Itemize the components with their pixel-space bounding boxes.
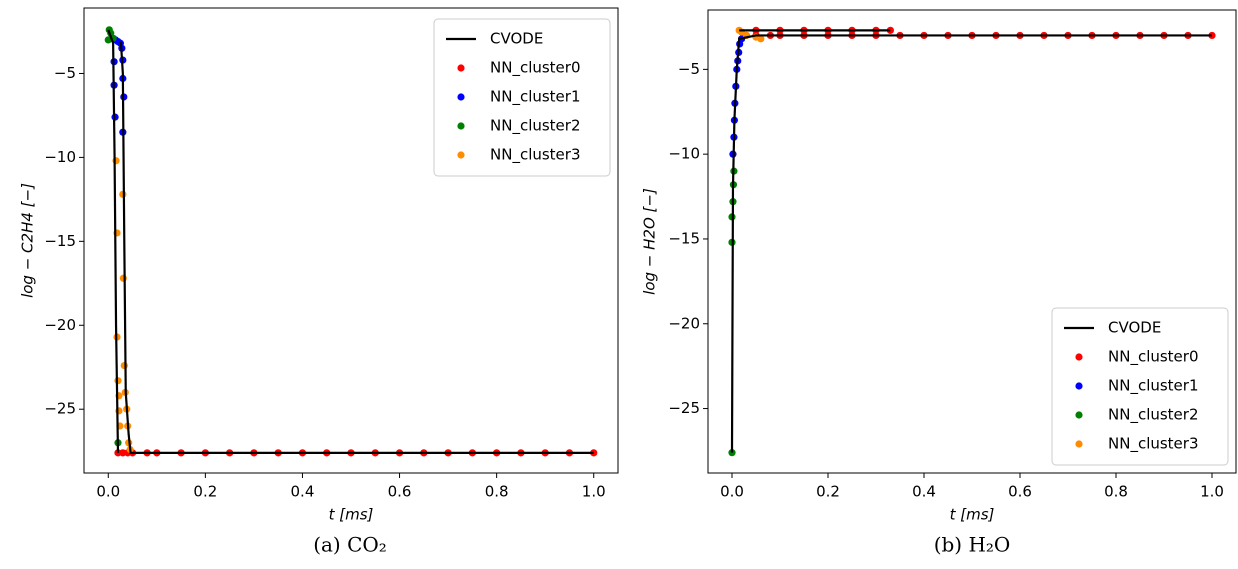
legend-label: NN_cluster0: [490, 59, 581, 78]
legend-label: CVODE: [490, 30, 543, 48]
legend-swatch: [1075, 353, 1083, 361]
legend-swatch: [457, 122, 465, 130]
y-tick-label: −15: [44, 232, 76, 250]
legend-label: CVODE: [1108, 319, 1161, 337]
legend-swatch: [1075, 382, 1083, 390]
legend-label: NN_cluster0: [1108, 348, 1199, 367]
subplot: 0.0 0.2 0.4 0.6 0.8 1.0 −25 −20 −15 −10 −5 t [ms] lo…: [19, 7, 619, 557]
legend-swatch: [457, 151, 465, 159]
legend-label: NN_cluster2: [1108, 406, 1199, 425]
x-tick-label: 0.0: [96, 483, 120, 501]
subplot: 0.0 0.2 0.4 0.6 0.8 1.0 −25 −20 −15 −10 −5 t [ms] lo…: [641, 9, 1237, 557]
plot-area: [104, 26, 598, 457]
line: [107, 29, 594, 454]
y-tick-label: −15: [668, 229, 700, 247]
y-tick-label: −5: [54, 64, 76, 82]
y-tick-label: −20: [668, 314, 700, 332]
x-tick-label: 0.0: [720, 483, 744, 501]
y-axis-label: log − C2H4 [−]: [19, 183, 37, 298]
x-axis-label: t [ms]: [950, 506, 995, 524]
y-tick-label: −25: [668, 399, 700, 417]
x-tick-label: 0.6: [388, 483, 412, 501]
legend: CVODE NN_cluster0 NN_cluster1 NN_cluster2 NN…: [1051, 307, 1229, 466]
legend-frame: [433, 18, 611, 177]
point: [119, 274, 127, 282]
x-axis-label: t [ms]: [329, 506, 374, 524]
x-tick-label: 0.8: [485, 483, 509, 501]
y-tick-label: −10: [44, 148, 76, 166]
axes-frame: [707, 9, 1237, 474]
legend-swatch: [1075, 411, 1083, 419]
line: [730, 29, 1212, 453]
x-tick-label: 0.4: [291, 483, 315, 501]
x-tick-label: 1.0: [1200, 483, 1224, 501]
caption: (b) H₂O: [934, 533, 1011, 557]
legend-label: NN_cluster1: [490, 88, 581, 107]
point: [757, 35, 765, 43]
plot-area: [728, 26, 1216, 457]
y-axis-label: log − H2O [−]: [641, 188, 659, 295]
x-tick-label: 0.2: [193, 483, 217, 501]
y-tick-label: −25: [44, 400, 76, 418]
y-tick-label: −5: [678, 60, 700, 78]
legend-swatch: [457, 93, 465, 101]
legend-label: NN_cluster1: [1108, 377, 1199, 396]
x-tick-label: 0.6: [1008, 483, 1032, 501]
legend-label: NN_cluster2: [490, 117, 581, 136]
legend-label: NN_cluster3: [1108, 435, 1199, 454]
legend-label: NN_cluster3: [490, 146, 581, 165]
legend-frame: [1051, 307, 1229, 466]
legend: CVODE NN_cluster0 NN_cluster1 NN_cluster2 NN…: [433, 18, 611, 177]
point: [120, 361, 128, 370]
x-tick-label: 0.2: [816, 483, 840, 501]
x-tick-label: 0.4: [912, 483, 936, 501]
x-tick-label: 1.0: [582, 483, 606, 501]
legend-swatch: [457, 64, 465, 72]
y-tick-label: −20: [44, 316, 76, 334]
axes-frame: [83, 7, 619, 474]
caption: (a) CO₂: [313, 533, 387, 557]
legend-swatch: [1075, 440, 1083, 448]
x-tick-label: 0.8: [1104, 483, 1128, 501]
y-tick-label: −10: [668, 145, 700, 163]
